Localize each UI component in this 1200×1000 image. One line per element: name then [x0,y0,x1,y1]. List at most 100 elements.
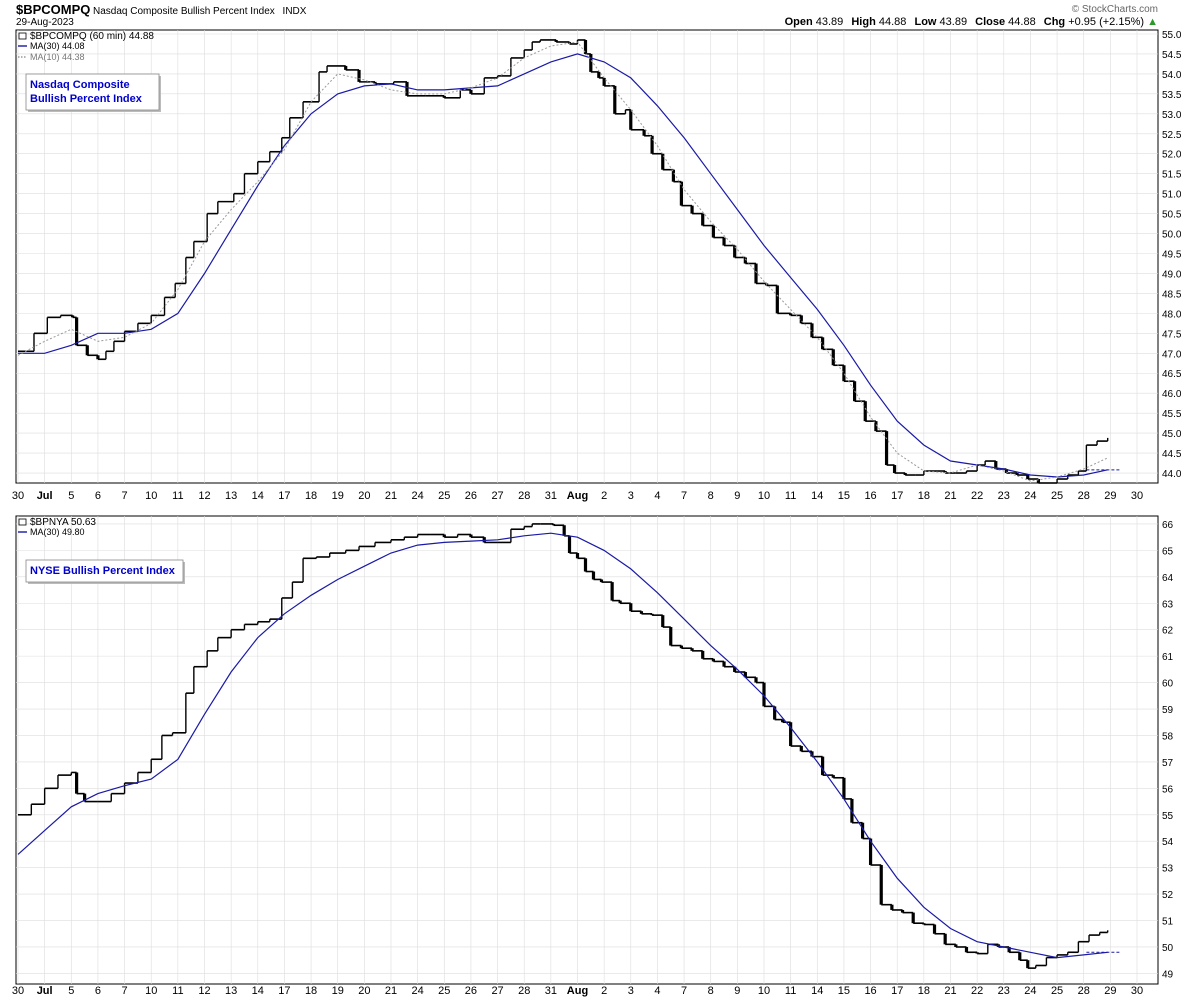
ohlc-legend-icon [18,32,27,40]
x-tick-label: 3 [628,985,634,997]
quote-low-value: 43.89 [940,16,968,28]
x-tick-label: 20 [358,985,370,997]
y-tick-label: 60 [1162,679,1174,690]
x-tick-label: 30 [1131,985,1143,997]
y-tick-label: 53 [1162,864,1174,875]
quote-chg-label: Chg [1044,16,1065,28]
legend-entry: MA(10) 44.38 [30,52,85,62]
x-tick-label: 31 [545,985,557,997]
x-tick-label: 10 [145,985,157,997]
quote-open-label: Open [785,16,813,28]
y-tick-label: 56 [1162,784,1174,795]
x-tick-label: 4 [654,985,660,997]
x-tick-label: 9 [734,985,740,997]
x-tick-label: 17 [278,985,290,997]
y-tick-label: 52.0 [1162,150,1182,161]
x-tick-label: 23 [998,490,1010,502]
x-tick-label: 4 [654,490,660,502]
x-tick-label: 10 [145,490,157,502]
x-tick-label: 14 [252,985,264,997]
x-tick-label: 18 [305,985,317,997]
chart-panel-2: 30 Jul 5 6 7 10 11 12 13 14 17 18 19 20 21 24 25 26 27 28 31… [12,515,1174,997]
x-tick-label: 20 [358,490,370,502]
annotation-box [25,559,184,583]
y-tick-label: 55.0 [1162,30,1182,41]
x-tick-label: 25 [1051,490,1063,502]
x-tick-label: 24 [1024,490,1036,502]
y-tick-label: 48.0 [1162,309,1182,320]
x-tick-label: 18 [918,985,930,997]
x-tick-label: 24 [412,985,424,997]
x-tick-label: 8 [708,490,714,502]
x-tick-label: 25 [438,985,450,997]
y-tick-label: 54 [1162,837,1174,848]
x-tick-label: 30 [12,490,24,502]
x-tick-label: 2 [601,985,607,997]
y-tick-label: 46.0 [1162,389,1182,400]
y-tick-label: 50.0 [1162,230,1182,241]
x-tick-label: 18 [918,490,930,502]
x-tick-label: 29 [1104,490,1116,502]
y-tick-label: 50.5 [1162,210,1182,221]
quote-close-value: 44.88 [1008,16,1036,28]
x-tick-label: 9 [734,490,740,502]
y-tick-label: 66 [1162,520,1174,531]
x-tick-label: 17 [278,490,290,502]
x-tick-label: 17 [891,985,903,997]
symbol-exchange: INDX [283,6,307,17]
y-tick-label: 51.5 [1162,170,1182,181]
annotation-box [25,73,160,111]
x-tick-label: 18 [305,490,317,502]
x-tick-label: Jul [37,985,53,997]
x-tick-label: 5 [68,985,74,997]
up-arrow-icon: ▲ [1147,16,1158,28]
x-tick-label: 26 [465,490,477,502]
x-tick-label: Aug [567,490,588,502]
annotation-text: Bullish Percent Index [30,93,143,105]
x-tick-label: 21 [385,490,397,502]
quote-open-value: 43.89 [816,16,844,28]
chart-date: 29-Aug-2023 [16,17,74,28]
y-tick-label: 46.5 [1162,369,1182,380]
x-tick-label: 5 [68,490,74,502]
y-tick-label: 45.5 [1162,409,1182,420]
x-tick-label: 14 [252,490,264,502]
x-tick-label: 6 [95,490,101,502]
y-tick-label: 52 [1162,890,1174,901]
symbol-name: Nasdaq Composite Bullish Percent Index [93,6,275,17]
x-tick-label: 27 [491,985,503,997]
y-tick-label: 47.5 [1162,329,1182,340]
y-tick-label: 51 [1162,917,1174,928]
x-tick-label: 17 [891,490,903,502]
x-tick-label: 21 [944,985,956,997]
x-tick-label: 6 [95,985,101,997]
x-tick-label: 13 [225,490,237,502]
x-tick-label: 7 [681,490,687,502]
x-tick-label: 14 [811,985,823,997]
x-tick-label: 30 [1131,490,1143,502]
x-tick-label: 15 [838,985,850,997]
y-tick-label: 48.5 [1162,289,1182,300]
y-tick-label: 50 [1162,943,1174,954]
y-tick-label: 61 [1162,652,1174,663]
x-tick-label: 16 [864,985,876,997]
x-tick-label: 11 [785,490,796,502]
y-tick-label: 44.0 [1162,469,1182,480]
x-tick-label: 11 [785,985,796,997]
y-tick-label: 62 [1162,626,1174,637]
legend-entry: MA(30) 49.80 [30,527,85,537]
x-tick-label: 27 [491,490,503,502]
ohlc-legend-icon [18,518,27,526]
x-tick-label: 30 [12,985,24,997]
quote-high-label: High [851,16,876,28]
x-tick-label: 11 [172,985,183,997]
y-tick-label: 59 [1162,705,1174,716]
x-tick-label: 21 [385,985,397,997]
x-tick-label: 25 [438,490,450,502]
x-tick-label: 12 [198,490,210,502]
x-tick-label: 24 [412,490,424,502]
y-tick-label: 49 [1162,969,1174,980]
x-tick-label: 8 [708,985,714,997]
x-tick-label: 7 [122,490,128,502]
